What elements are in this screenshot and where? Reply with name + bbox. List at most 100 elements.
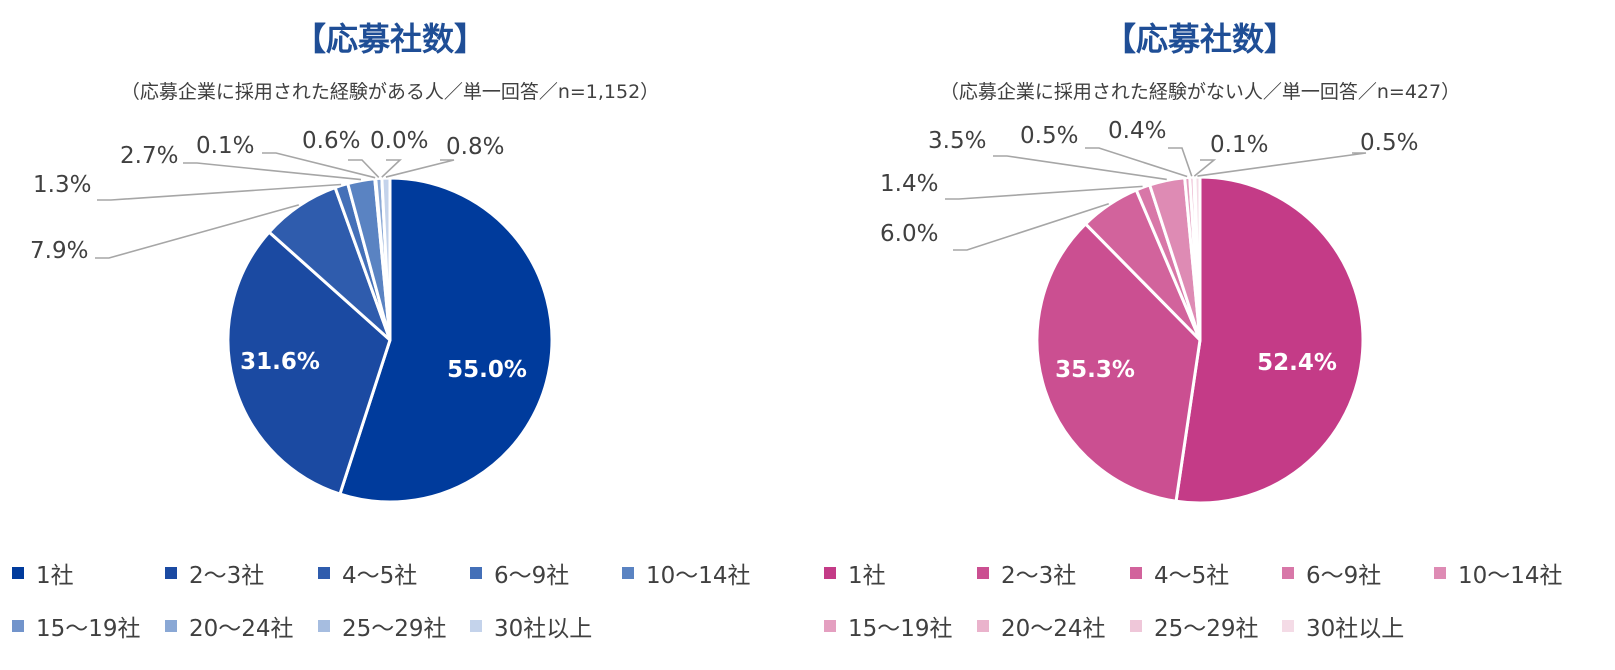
legend-label: 30社以上 bbox=[1306, 616, 1404, 642]
leader-line bbox=[1197, 152, 1367, 177]
chart-title: 【応募社数】 bbox=[294, 20, 486, 58]
legend-item: 6〜9社 bbox=[1282, 563, 1381, 589]
legend-item: 25〜29社 bbox=[1130, 616, 1259, 642]
pie-slice bbox=[380, 176, 392, 342]
legend-swatch bbox=[165, 567, 177, 579]
leader-line bbox=[385, 159, 455, 178]
leader-line bbox=[97, 183, 342, 201]
legend-swatch bbox=[1282, 620, 1294, 632]
data-label: 1.4% bbox=[880, 171, 938, 197]
legend-item: 15〜19社 bbox=[824, 616, 953, 642]
legend-swatch bbox=[318, 620, 330, 632]
data-label: 6.0% bbox=[880, 221, 938, 247]
pie-slice bbox=[338, 176, 554, 504]
legend-swatch bbox=[622, 567, 634, 579]
chart-subtitle: （応募企業に採用された経験がある人／単一回答／n=1,152） bbox=[121, 81, 659, 103]
legend-label: 10〜14社 bbox=[646, 563, 751, 589]
legend-swatch bbox=[470, 620, 482, 632]
legend-label: 20〜24社 bbox=[189, 616, 294, 642]
legend-label: 1社 bbox=[848, 563, 886, 589]
legend-label: 1社 bbox=[36, 563, 74, 589]
legend-item: 30社以上 bbox=[1282, 616, 1404, 642]
leader-line bbox=[348, 159, 380, 178]
legend-item: 25〜29社 bbox=[318, 616, 447, 642]
data-label: 0.5% bbox=[1360, 130, 1418, 156]
leader-line bbox=[953, 202, 1110, 251]
legend-label: 2〜3社 bbox=[1001, 563, 1076, 589]
data-label: 52.4% bbox=[1257, 350, 1337, 376]
legend-label: 4〜5社 bbox=[342, 563, 417, 589]
data-label: 0.1% bbox=[196, 133, 254, 159]
leader-line bbox=[381, 159, 403, 178]
legend-label: 2〜3社 bbox=[189, 563, 264, 589]
chart-title: 【応募社数】 bbox=[1104, 20, 1296, 58]
legend: 1社 2〜3社 4〜5社 6〜9社 10〜14社 15〜19社 20〜24社 25〜29社 30… bbox=[12, 563, 751, 642]
data-label: 0.6% bbox=[302, 128, 360, 154]
legend-label: 4〜5社 bbox=[1154, 563, 1229, 589]
legend-item: 10〜14社 bbox=[1434, 563, 1563, 589]
legend-swatch bbox=[1434, 567, 1446, 579]
legend-item: 4〜5社 bbox=[318, 563, 417, 589]
legend-swatch bbox=[977, 620, 989, 632]
legend-swatch bbox=[12, 567, 24, 579]
pie-chart-1: 【応募社数】 （応募企業に採用された経験がある人／単一回答／n=1,152） 55.… bbox=[12, 20, 751, 642]
legend-item: 4〜5社 bbox=[1130, 563, 1229, 589]
legend-swatch bbox=[12, 620, 24, 632]
legend-swatch bbox=[1282, 567, 1294, 579]
leader-line bbox=[183, 162, 362, 181]
data-label: 35.3% bbox=[1055, 357, 1135, 383]
leader-line bbox=[945, 185, 1143, 200]
data-label: 1.3% bbox=[33, 172, 91, 198]
legend-item: 2〜3社 bbox=[165, 563, 264, 589]
legend-swatch bbox=[977, 567, 989, 579]
leader-line bbox=[1168, 147, 1193, 177]
legend: 1社 2〜3社 4〜5社 6〜9社 10〜14社 15〜19社 20〜24社 25〜29社 30… bbox=[824, 563, 1563, 642]
leader-line bbox=[993, 155, 1167, 181]
legend-swatch bbox=[824, 567, 836, 579]
data-label: 31.6% bbox=[240, 349, 320, 375]
legend-swatch bbox=[165, 620, 177, 632]
pie-slice bbox=[1035, 222, 1202, 503]
legend-swatch bbox=[1130, 620, 1142, 632]
leader-line bbox=[262, 152, 376, 179]
pie-chart-2: 【応募社数】 （応募企業に採用された経験がない人／単一回答／n=427） 52.4%… bbox=[824, 20, 1563, 642]
legend-item: 1社 bbox=[824, 563, 886, 589]
data-label: 2.7% bbox=[120, 143, 178, 169]
chart-subtitle: （応募企業に採用された経験がない人／単一回答／n=427） bbox=[940, 81, 1460, 103]
legend-label: 10〜14社 bbox=[1458, 563, 1563, 589]
leader-line bbox=[95, 204, 300, 259]
data-label: 0.4% bbox=[1108, 118, 1166, 144]
legend-item: 2〜3社 bbox=[977, 563, 1076, 589]
legend-label: 15〜19社 bbox=[36, 616, 141, 642]
legend-item: 20〜24社 bbox=[977, 616, 1106, 642]
data-label: 0.0% bbox=[370, 128, 428, 154]
data-label: 55.0% bbox=[447, 357, 527, 383]
legend-swatch bbox=[470, 567, 482, 579]
legend-item: 20〜24社 bbox=[165, 616, 294, 642]
legend-label: 6〜9社 bbox=[1306, 563, 1381, 589]
data-label: 0.5% bbox=[1020, 123, 1078, 149]
leader-line bbox=[1193, 159, 1217, 177]
legend-label: 20〜24社 bbox=[1001, 616, 1106, 642]
legend-label: 6〜9社 bbox=[494, 563, 569, 589]
data-label: 3.5% bbox=[928, 128, 986, 154]
legend-item: 6〜9社 bbox=[470, 563, 569, 589]
legend-swatch bbox=[1130, 567, 1142, 579]
pie-slice bbox=[1193, 175, 1202, 342]
legend-label: 25〜29社 bbox=[342, 616, 447, 642]
data-label: 0.1% bbox=[1210, 132, 1268, 158]
legend-label: 25〜29社 bbox=[1154, 616, 1259, 642]
legend-item: 10〜14社 bbox=[622, 563, 751, 589]
legend-label: 30社以上 bbox=[494, 616, 592, 642]
pie-slice bbox=[1174, 175, 1365, 505]
legend-item: 30社以上 bbox=[470, 616, 592, 642]
legend-item: 15〜19社 bbox=[12, 616, 141, 642]
legend-label: 15〜19社 bbox=[848, 616, 953, 642]
pie-slice bbox=[226, 230, 392, 496]
data-label: 0.8% bbox=[446, 134, 504, 160]
legend-swatch bbox=[824, 620, 836, 632]
leader-line bbox=[1085, 147, 1188, 178]
data-label: 7.9% bbox=[30, 238, 88, 264]
legend-swatch bbox=[318, 567, 330, 579]
